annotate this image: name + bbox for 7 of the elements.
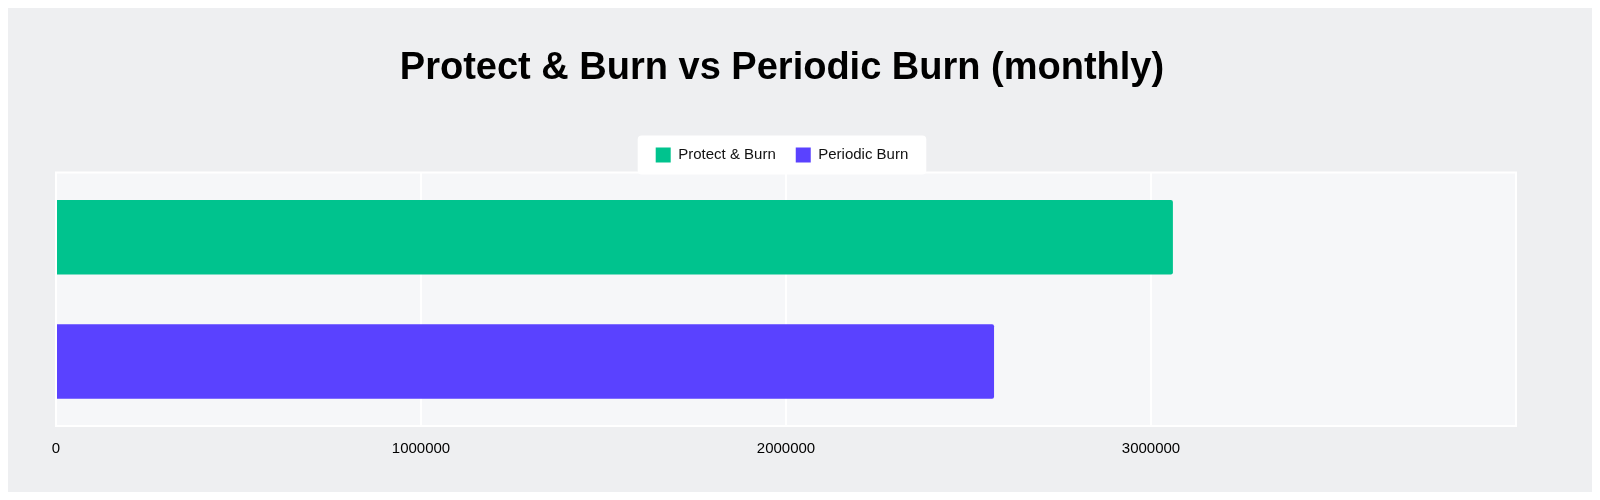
x-tick-label: 3000000 [1121, 439, 1181, 457]
legend-label: Protect & Burn [678, 145, 776, 163]
legend-label: Periodic Burn [818, 145, 909, 163]
x-tick-label: 0 [51, 439, 61, 457]
x-tick-label: 1000000 [391, 439, 451, 457]
x-tick-label: 2000000 [756, 439, 816, 457]
chart-title: Protect & Burn vs Periodic Burn (monthly) [399, 45, 1165, 88]
